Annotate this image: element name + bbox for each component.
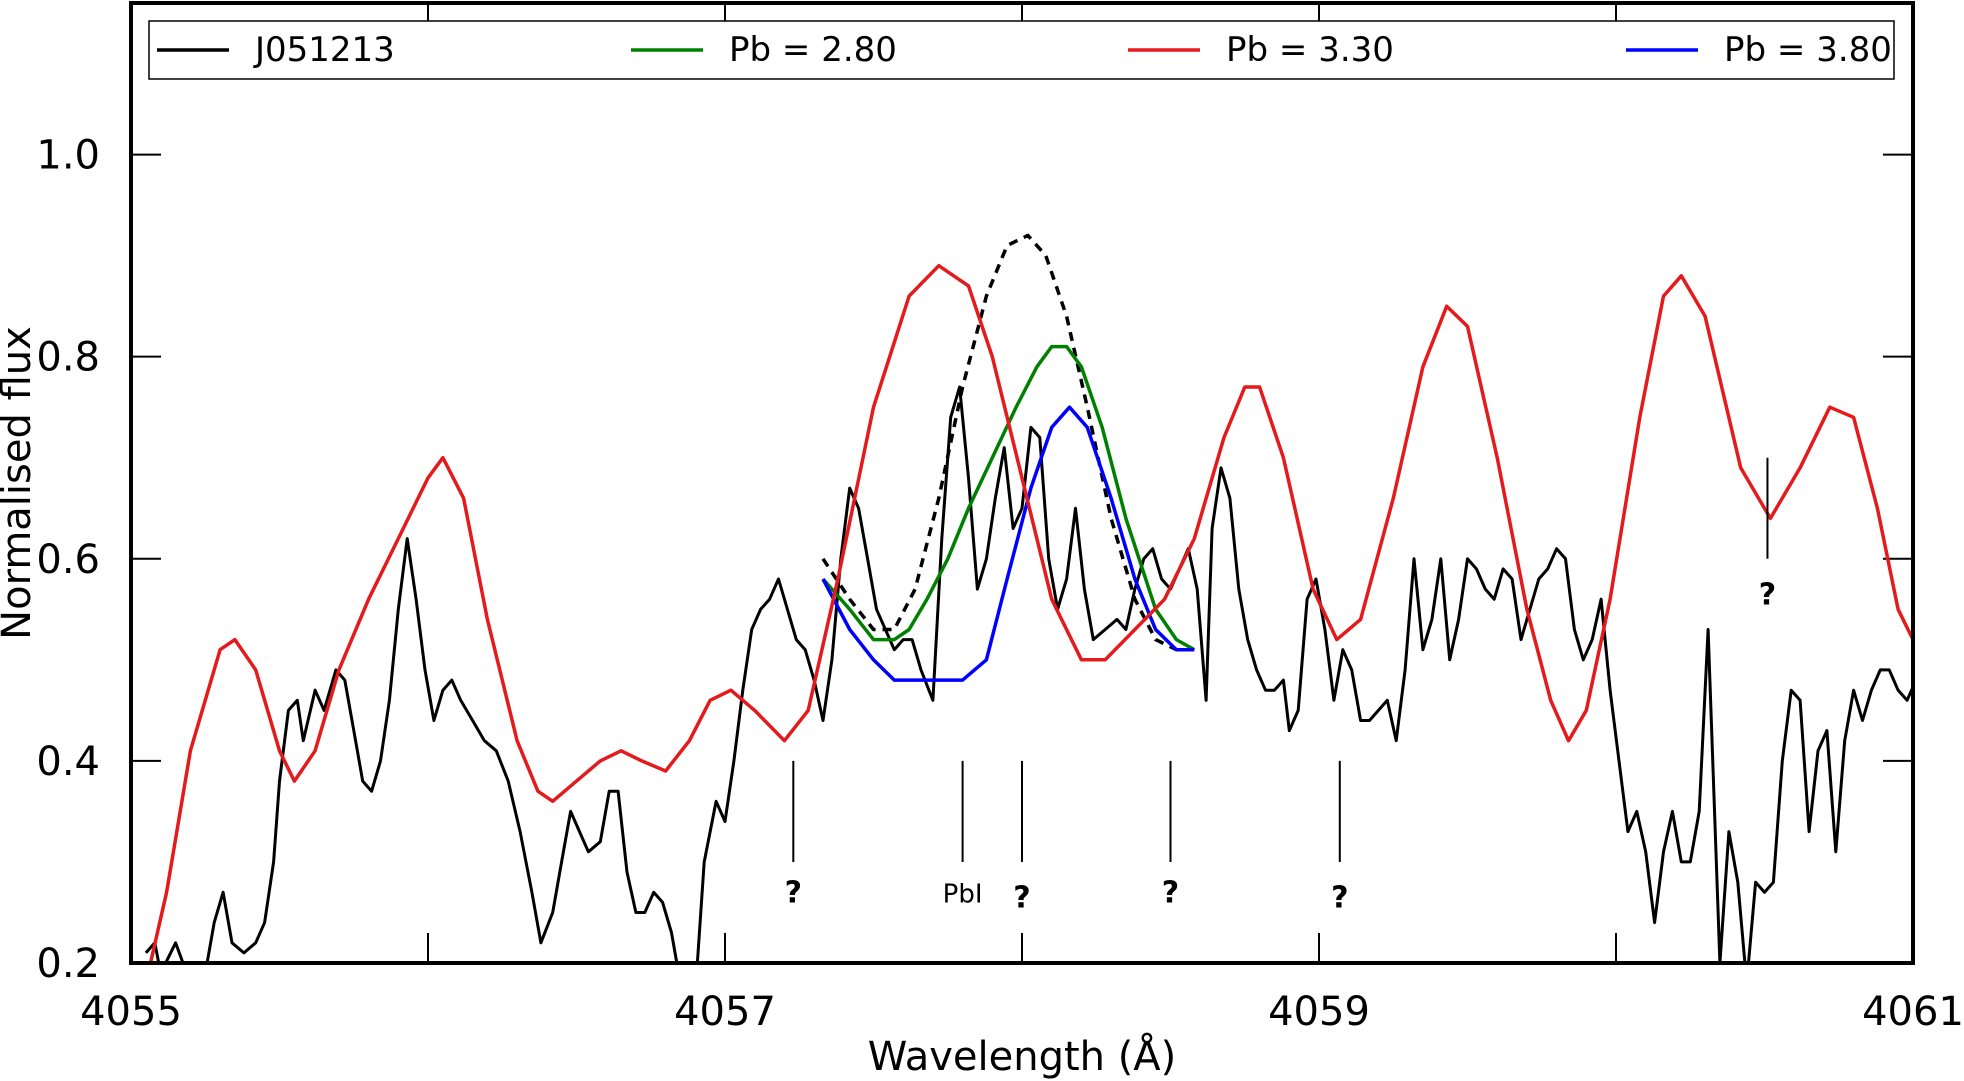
annotation-label: ? <box>1162 875 1179 910</box>
series-line-2 <box>148 263 1913 963</box>
annotation-label: ? <box>1013 880 1030 915</box>
x-axis-label: Wavelength (Å) <box>868 1032 1177 1080</box>
legend-entry: Pb = 2.80 <box>729 30 897 70</box>
y-tick-label: 0.6 <box>36 537 100 583</box>
legend: J051213 Pb = 2.80 Pb = 3.30 Pb = 3.80 <box>148 20 1895 80</box>
legend-entry: J051213 <box>253 30 395 70</box>
x-tick-label: 4057 <box>674 989 776 1035</box>
annotation-label: ? <box>785 875 802 910</box>
legend-entry: Pb = 3.30 <box>1226 30 1394 70</box>
legend-entry: Pb = 3.80 <box>1724 30 1892 70</box>
y-axis-label: Normalised flux <box>0 326 40 640</box>
legend-box <box>148 20 1895 80</box>
series-line-4 <box>821 233 1195 652</box>
y-tick-label: 0.8 <box>36 335 100 381</box>
annotation-label: PbI <box>943 879 983 909</box>
series-line-0 <box>144 385 1913 963</box>
axis-labels: 4055 4057 4059 4061 0.2 0.4 0.6 0.8 1.0 Wavelengt… <box>0 133 1964 1080</box>
annotation-label: ? <box>1759 577 1776 612</box>
y-tick-label: 0.4 <box>36 739 100 785</box>
annotation-layer: ? PbI???? <box>785 457 1776 915</box>
series-layer <box>144 233 1913 963</box>
series-line-1 <box>821 344 1196 652</box>
x-tick-label: 4055 <box>80 989 182 1035</box>
series-line-3 <box>821 405 1195 682</box>
plot-frame <box>129 1 1915 965</box>
y-tick-label: 1.0 <box>36 133 100 179</box>
y-tick-label: 0.2 <box>36 941 100 987</box>
x-tick-label: 4059 <box>1268 989 1370 1035</box>
annotation-label: ? <box>1331 880 1348 915</box>
x-tick-label: 4061 <box>1862 989 1964 1035</box>
